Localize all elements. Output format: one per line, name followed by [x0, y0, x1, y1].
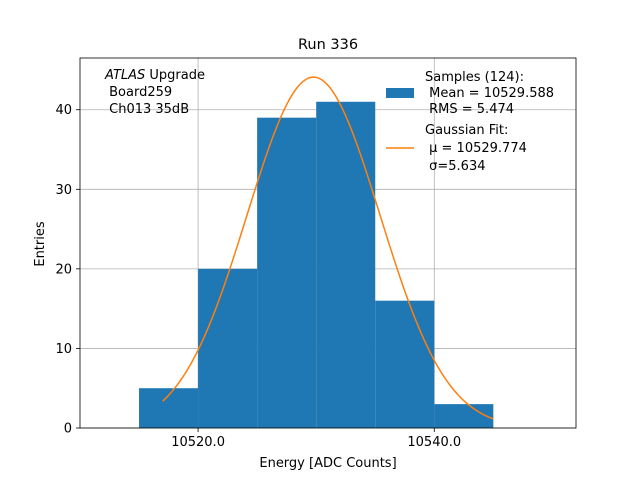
- legend-fit-line-1: Gaussian Fit:: [425, 123, 508, 138]
- x-tick-label: 10540.0: [407, 435, 461, 450]
- plot-area: [79, 57, 577, 429]
- histogram-bar: [434, 404, 494, 428]
- annotation-line-3: Ch013 35dB: [105, 102, 189, 117]
- legend-histogram-line-2: Mean = 10529.588: [425, 86, 554, 101]
- legend: Samples (124): Mean = 10529.588 RMS = 5.…: [386, 70, 554, 174]
- histogram-bar: [257, 117, 317, 428]
- legend-histogram-swatch: [386, 88, 414, 98]
- y-tick-label: 20: [55, 262, 72, 277]
- x-tick-label: 10520.0: [171, 435, 225, 450]
- legend-fit-line-2: μ = 10529.774: [425, 141, 527, 156]
- atlas-annotation: ATLAS Upgrade Board259 Ch013 35dB: [104, 68, 205, 117]
- chart-title: Run 336: [298, 37, 358, 53]
- annotation-line-1: ATLAS Upgrade: [104, 68, 205, 83]
- axes-frame: [79, 57, 577, 429]
- x-axis-label: Energy [ADC Counts]: [259, 456, 396, 471]
- legend-fit-line-3: σ=5.634: [425, 159, 485, 174]
- x-axis-ticks: 10520.0 10540.0: [171, 428, 461, 450]
- legend-histogram-line-1: Samples (124):: [425, 70, 524, 85]
- annotation-upgrade: Upgrade: [145, 68, 205, 83]
- y-tick-label: 0: [64, 422, 72, 437]
- legend-histogram-line-3: RMS = 5.474: [425, 102, 514, 117]
- y-tick-label: 10: [55, 342, 72, 357]
- histogram-bar: [375, 300, 435, 428]
- histogram-bar: [316, 101, 376, 429]
- y-tick-label: 40: [55, 103, 72, 118]
- gaussian-fit-curve: [162, 76, 494, 420]
- annotation-atlas-italic: ATLAS: [104, 68, 145, 83]
- histogram-bar: [198, 268, 258, 428]
- y-axis-label: Entries: [33, 221, 48, 267]
- y-axis-ticks: 0 10 20 30 40: [55, 103, 80, 437]
- annotation-line-2: Board259: [105, 85, 172, 100]
- y-tick-label: 30: [55, 183, 72, 198]
